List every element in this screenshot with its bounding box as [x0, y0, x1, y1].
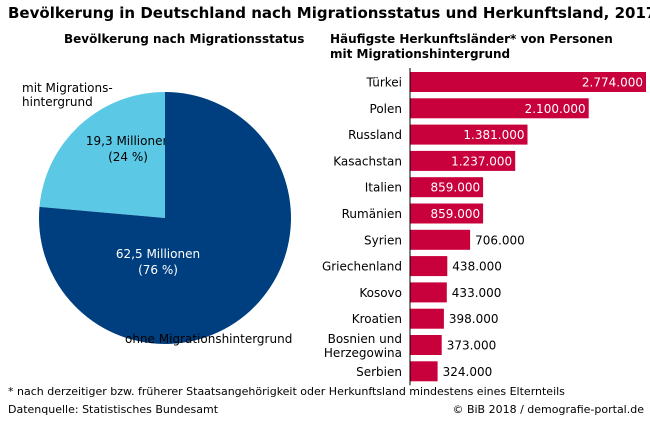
bar	[410, 177, 484, 198]
bar-category-label: Griechenland	[322, 260, 402, 274]
bar-category-label: Italien	[365, 181, 402, 195]
bar	[410, 256, 448, 277]
pie-category-label: hintergrund	[22, 95, 93, 109]
bar-value-label: 373.000	[447, 339, 497, 353]
pie-category-label: ohne Migrationshintergrund	[125, 332, 292, 346]
pie-slice	[38, 92, 291, 344]
copyright-note: © BiB 2018 / demografie-portal.de	[452, 403, 644, 416]
bar-category-label: Syrien	[364, 233, 402, 247]
bar	[410, 229, 471, 250]
bar-chart-title-line-2: mit Migrationshintergrund	[330, 47, 511, 61]
pie-slice	[39, 92, 165, 218]
bar-value-label: 433.000	[452, 286, 502, 300]
pie-percent-label: (24 %)	[108, 150, 148, 164]
bar-value-label: 706.000	[475, 233, 525, 247]
bar-value-label: 398.000	[449, 312, 499, 326]
bar	[410, 203, 484, 224]
pie-category-label: mit Migrations-	[22, 81, 113, 95]
pie-value-label: 62,5 Millionen	[116, 247, 200, 261]
bar-category-label: Kosovo	[359, 286, 402, 300]
bar-value-label: 438.000	[452, 260, 502, 274]
bar-category-label: Kroatien	[352, 312, 402, 326]
footnote: * nach derzeitiger bzw. früherer Staatsa…	[8, 385, 565, 398]
bar	[410, 98, 589, 119]
bar-value-label: 1.237.000	[451, 154, 512, 168]
source-note: Datenquelle: Statistisches Bundesamt	[8, 403, 219, 416]
bar-value-label: 2.774.000	[582, 76, 643, 90]
bar-category-label: Russland	[348, 128, 402, 142]
bar-category-label: Bosnien und	[328, 332, 402, 346]
pie-value-label: 19,3 Millionen	[86, 134, 170, 148]
bar-value-label: 859.000	[430, 181, 480, 195]
bar-category-label: Serbien	[356, 365, 402, 379]
bar	[410, 282, 447, 303]
bar-chart-title: Häufigste Herkunftsländer* von Personen …	[330, 32, 613, 62]
bar-category-label: Polen	[370, 102, 402, 116]
bar	[410, 124, 528, 145]
bar	[410, 72, 646, 92]
pie-percent-label: (76 %)	[138, 263, 178, 277]
bar-value-label: 859.000	[430, 207, 480, 221]
bar-category-label: Kasachstan	[333, 154, 402, 168]
bar-category-label: Herzegowina	[324, 346, 402, 360]
bar	[410, 361, 438, 382]
bar-value-label: 1.381.000	[463, 128, 524, 142]
bar	[410, 308, 444, 329]
bar-chart-title-line-1: Häufigste Herkunftsländer* von Personen	[330, 32, 613, 46]
pie-title: Bevölkerung nach Migrationsstatus	[64, 32, 305, 46]
bar	[410, 150, 516, 171]
bar-value-label: 324.000	[443, 365, 493, 379]
bar-value-label: 2.100.000	[525, 102, 586, 116]
bar-category-label: Rumänien	[342, 207, 402, 221]
chart-title: Bevölkerung in Deutschland nach Migratio…	[8, 4, 650, 22]
bar-category-label: Türkei	[366, 76, 402, 90]
bar	[410, 335, 442, 355]
